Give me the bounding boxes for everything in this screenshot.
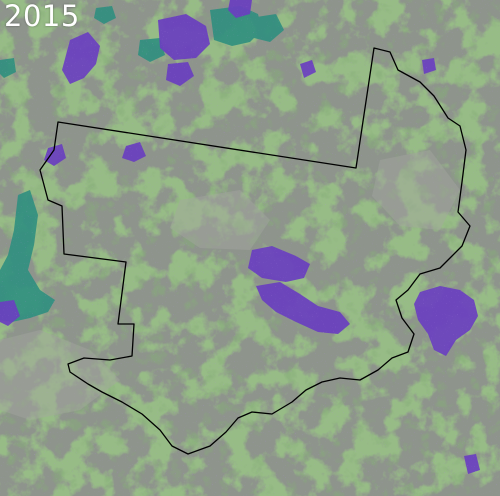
park-boundary [39, 47, 471, 455]
bare-terrain-patches [0, 150, 460, 420]
year-label: 2015 [4, 0, 80, 33]
